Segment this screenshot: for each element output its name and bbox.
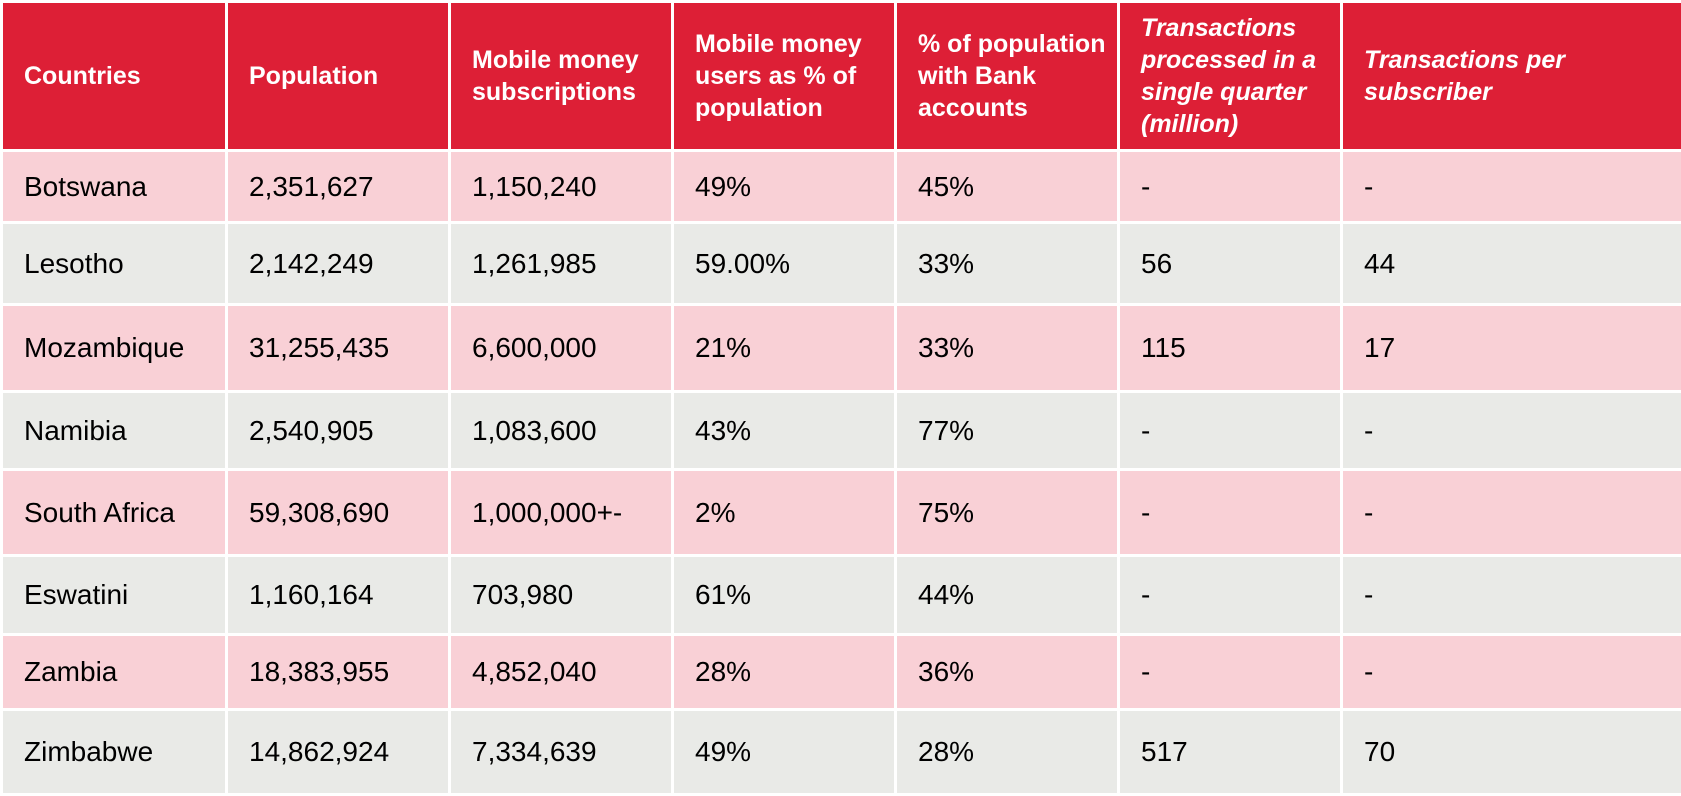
country-cell: Eswatini bbox=[2, 556, 227, 635]
table-cell: - bbox=[1342, 556, 1681, 635]
table-cell: 28% bbox=[896, 710, 1119, 795]
table-cell: 45% bbox=[896, 151, 1119, 223]
country-cell: Botswana bbox=[2, 151, 227, 223]
table-cell: 49% bbox=[673, 151, 896, 223]
column-header: Transactions per subscriber bbox=[1342, 2, 1681, 151]
table-cell: 7,334,639 bbox=[450, 710, 673, 795]
table-cell: 18,383,955 bbox=[227, 635, 450, 710]
table-cell: 75% bbox=[896, 470, 1119, 556]
table-cell: - bbox=[1119, 635, 1342, 710]
table-cell: - bbox=[1342, 470, 1681, 556]
column-header: Mobile money subscriptions bbox=[450, 2, 673, 151]
column-header: % of population with Bank accounts bbox=[896, 2, 1119, 151]
country-cell: Zimbabwe bbox=[2, 710, 227, 795]
table-cell: 17 bbox=[1342, 305, 1681, 392]
table-cell: 36% bbox=[896, 635, 1119, 710]
table-cell: 517 bbox=[1119, 710, 1342, 795]
table-cell: - bbox=[1342, 635, 1681, 710]
table-cell: 59,308,690 bbox=[227, 470, 450, 556]
table-cell: - bbox=[1342, 151, 1681, 223]
table-cell: 1,261,985 bbox=[450, 223, 673, 305]
table-cell: - bbox=[1119, 392, 1342, 470]
country-cell: Namibia bbox=[2, 392, 227, 470]
country-cell: Mozambique bbox=[2, 305, 227, 392]
table-cell: 61% bbox=[673, 556, 896, 635]
table-cell: 2% bbox=[673, 470, 896, 556]
table-cell: 59.00% bbox=[673, 223, 896, 305]
table-cell: 6,600,000 bbox=[450, 305, 673, 392]
table-cell: 21% bbox=[673, 305, 896, 392]
table-cell: 49% bbox=[673, 710, 896, 795]
table-cell: 115 bbox=[1119, 305, 1342, 392]
column-header: Mobile money users as % of population bbox=[673, 2, 896, 151]
table-cell: 4,852,040 bbox=[450, 635, 673, 710]
table-cell: 44 bbox=[1342, 223, 1681, 305]
table-cell: 2,142,249 bbox=[227, 223, 450, 305]
table-cell: - bbox=[1119, 151, 1342, 223]
table-cell: 1,160,164 bbox=[227, 556, 450, 635]
table-cell: 1,000,000+- bbox=[450, 470, 673, 556]
country-cell: Zambia bbox=[2, 635, 227, 710]
table-cell: - bbox=[1119, 470, 1342, 556]
table-cell: 43% bbox=[673, 392, 896, 470]
table-cell: 2,351,627 bbox=[227, 151, 450, 223]
table-cell: 33% bbox=[896, 223, 1119, 305]
table-cell: 33% bbox=[896, 305, 1119, 392]
table-cell: 2,540,905 bbox=[227, 392, 450, 470]
table-cell: 1,083,600 bbox=[450, 392, 673, 470]
column-header: Transactions processed in a single quart… bbox=[1119, 2, 1342, 151]
country-cell: South Africa bbox=[2, 470, 227, 556]
table-cell: 28% bbox=[673, 635, 896, 710]
table-cell: 70 bbox=[1342, 710, 1681, 795]
table-cell: 14,862,924 bbox=[227, 710, 450, 795]
column-header: Countries bbox=[2, 2, 227, 151]
country-cell: Lesotho bbox=[2, 223, 227, 305]
table-cell: 31,255,435 bbox=[227, 305, 450, 392]
table-cell: 77% bbox=[896, 392, 1119, 470]
table-cell: 56 bbox=[1119, 223, 1342, 305]
table-cell: - bbox=[1342, 392, 1681, 470]
table-cell: - bbox=[1119, 556, 1342, 635]
table-cell: 1,150,240 bbox=[450, 151, 673, 223]
table-cell: 703,980 bbox=[450, 556, 673, 635]
column-header: Population bbox=[227, 2, 450, 151]
table-cell: 44% bbox=[896, 556, 1119, 635]
